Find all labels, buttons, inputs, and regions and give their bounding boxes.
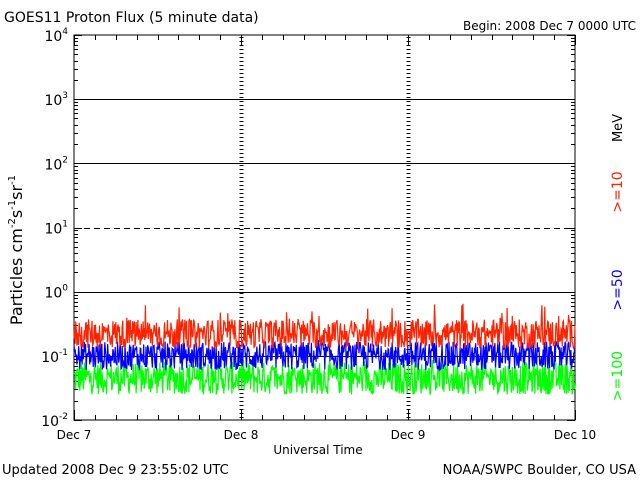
y-tick-labels: 104 103 102 101 100 10-1 10-2 <box>41 27 68 430</box>
x-tick-label: Dec 10 <box>554 428 596 442</box>
series-line-ge100 <box>73 359 576 396</box>
plot-area <box>73 34 576 421</box>
y-tick-label: 103 <box>44 91 68 109</box>
y-tick-label: 10-1 <box>41 348 68 366</box>
legend-series-ge100: >=100 <box>610 351 626 401</box>
begin-label: Begin: 2008 Dec 7 0000 UTC <box>463 19 636 33</box>
legend: MeV >=10 >=50 >=100 <box>610 114 626 401</box>
legend-unit-mev: MeV <box>611 114 626 142</box>
y-tick-label: 101 <box>44 220 68 238</box>
x-tick-labels: Dec 7 Dec 8 Dec 9 Dec 10 <box>57 428 596 442</box>
chart-title: GOES11 Proton Flux (5 minute data) <box>4 10 259 26</box>
x-tick-label: Dec 8 <box>224 428 259 442</box>
legend-series-ge50: >=50 <box>610 269 626 310</box>
y-axis-title: Particles cm-2s-1sr-1 <box>7 175 26 325</box>
plot-frame <box>73 34 576 421</box>
updated-label: Updated 2008 Dec 9 23:55:02 UTC <box>2 463 229 478</box>
x-tick-label: Dec 9 <box>391 428 426 442</box>
y-tick-label: 100 <box>44 284 68 302</box>
y-tick-label: 10-2 <box>41 412 68 430</box>
x-axis-title: Universal Time <box>273 443 362 457</box>
series-line-ge10 <box>73 303 576 351</box>
y-tick-label: 104 <box>44 27 68 45</box>
credit-label: NOAA/SWPC Boulder, CO USA <box>443 463 636 478</box>
x-tick-label: Dec 7 <box>57 428 92 442</box>
y-tick-label: 102 <box>44 155 68 173</box>
legend-series-ge10: >=10 <box>610 171 626 212</box>
